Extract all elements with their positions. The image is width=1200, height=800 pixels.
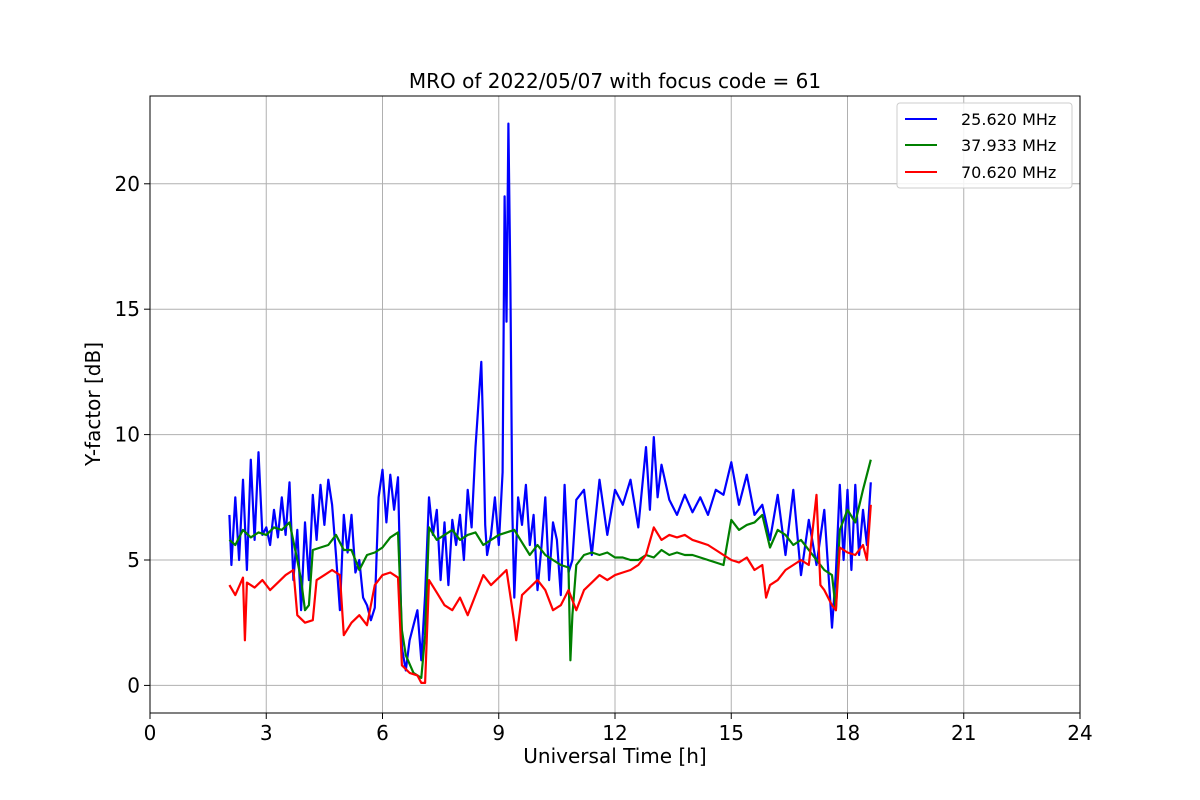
y-tick-label: 5 (127, 548, 140, 572)
legend-label-2: 37.933 MHz (961, 136, 1056, 155)
x-tick-label: 15 (719, 721, 744, 745)
chart-title: MRO of 2022/05/07 with focus code = 61 (409, 69, 821, 93)
x-tick-label: 24 (1067, 721, 1092, 745)
y-tick-label: 0 (127, 673, 140, 697)
legend-box (896, 102, 1073, 189)
y-tick-label: 10 (115, 423, 140, 447)
x-tick-label: 6 (376, 721, 389, 745)
y-tick-label: 15 (115, 297, 140, 321)
x-axis-label: Universal Time [h] (523, 744, 706, 768)
legend: 25.620 MHz 37.933 MHz 70.620 MHz (896, 102, 1073, 189)
series-line-3 (228, 493, 872, 685)
grid-layer (149, 96, 1081, 713)
series-layer (228, 122, 872, 685)
series-line-2 (228, 459, 872, 680)
x-tick-label: 18 (835, 721, 860, 745)
x-tick-label: 9 (492, 721, 505, 745)
series-line-1 (228, 122, 872, 672)
x-tick-label: 21 (951, 721, 976, 745)
legend-label-3: 70.620 MHz (961, 163, 1056, 182)
x-tick-label: 0 (144, 721, 157, 745)
y-axis-label: Y-factor [dB] (81, 342, 105, 467)
y-tick-label: 20 (115, 172, 140, 196)
ticks-layer: 0 3 6 9 12 15 18 21 24 0 5 10 15 20 (115, 172, 1093, 745)
x-tick-label: 12 (602, 721, 627, 745)
x-tick-label: 3 (260, 721, 273, 745)
legend-label-1: 25.620 MHz (961, 110, 1056, 129)
